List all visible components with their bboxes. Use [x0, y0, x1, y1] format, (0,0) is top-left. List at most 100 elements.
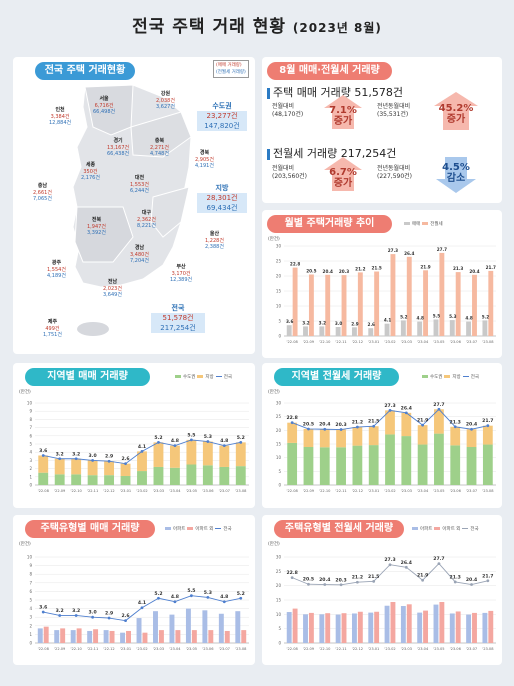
series-point-total: [388, 563, 392, 567]
data-label-total: 3.0: [89, 610, 97, 616]
x-tick-label: '22.12: [103, 489, 114, 493]
data-label-total: 5.2: [154, 435, 162, 441]
bar-local: [385, 410, 395, 435]
bar-capital: [417, 444, 428, 485]
bar-non-apartment: [175, 630, 181, 643]
bar-non-apartment: [126, 630, 131, 643]
bar-non-apartment: [241, 630, 247, 643]
bar-local: [368, 426, 379, 446]
bar-sale: [335, 327, 341, 336]
x-tick-label: '22.08: [287, 340, 299, 344]
region-label-gangwon: 강원 2,038건 3,627건: [156, 91, 175, 110]
bar-apartment: [433, 604, 439, 643]
data-label-total: 5.5: [187, 588, 195, 594]
bar-local: [235, 442, 246, 467]
bar-local: [153, 442, 164, 467]
bar-local: [319, 429, 330, 448]
data-label-jeonse: 20.4: [469, 269, 479, 274]
region-label-gyeongbuk: 경북 2,905건 4,191건: [195, 150, 214, 169]
series-point-total: [222, 444, 226, 448]
bar-non-apartment: [374, 611, 380, 643]
data-label-jeonse: 22.8: [290, 262, 300, 267]
y-tick-label: 30: [276, 244, 282, 249]
x-tick-label: '23.04: [417, 489, 429, 493]
monthly-chart-panel: 월별 주택거래량 추이 매매 전월세 (만건) 0 5 10 15 20 25 30 '22.0…: [262, 210, 502, 358]
data-label-total: 3.0: [89, 453, 97, 459]
series-point-total: [372, 424, 376, 428]
bar-non-apartment: [455, 611, 461, 643]
x-tick-label: '23.02: [136, 647, 147, 651]
data-label-total: 21.2: [352, 420, 363, 426]
capital-total-box: 수도권 23,277건 147,820건: [197, 101, 247, 131]
bar-jeonse: [390, 254, 396, 336]
series-point-total: [140, 606, 144, 610]
x-tick-label: '23.01: [120, 647, 131, 651]
bar-non-apartment: [43, 626, 49, 643]
x-tick-label: '23.01: [368, 340, 379, 344]
data-label-total: 26.4: [401, 560, 412, 566]
data-label-jeonse: 20.4: [323, 269, 333, 274]
bar-non-apartment: [357, 611, 363, 643]
data-label-sale: 3.2: [319, 320, 327, 325]
bar-capital: [303, 447, 314, 485]
data-label-total: 4.1: [138, 444, 146, 450]
series-point-total: [388, 408, 392, 412]
bar-sale: [368, 328, 374, 336]
x-tick-label: '22.11: [335, 489, 346, 493]
data-label-sale: 4.8: [465, 316, 473, 321]
x-tick-label: '23.02: [384, 489, 395, 493]
data-label-jeonse: 20.5: [306, 269, 316, 274]
x-tick-label: '22.11: [87, 489, 98, 493]
x-tick-label: '22.08: [38, 647, 50, 651]
x-tick-label: '22.08: [287, 647, 299, 651]
data-label-total: 22.8: [286, 570, 297, 576]
jeonse-mom-pct: 6.7% 증가: [329, 167, 357, 189]
x-tick-label: '22.09: [303, 340, 315, 344]
y-tick-label: 15: [276, 598, 282, 603]
bar-non-apartment: [292, 608, 298, 643]
sale-mom-label: 전월대비 (48,170건): [272, 103, 304, 118]
region-jeonse-unit: (만건): [268, 390, 280, 395]
series-point-total: [372, 579, 376, 583]
bar-local: [352, 427, 363, 446]
bar-jeonse: [341, 275, 347, 336]
y-tick-label: 15: [276, 442, 282, 447]
data-label-total: 20.5: [303, 577, 314, 583]
bar-capital: [368, 445, 379, 485]
region-sale-panel: 지역별 매매 거래량 수도권 지방 전국 (만건) 0 1 2 3 4 5 6 7 8 9 10 '22.…: [13, 363, 255, 508]
x-tick-label: '23.06: [450, 489, 462, 493]
bar-apartment: [286, 612, 292, 643]
y-tick-label: 0: [29, 483, 32, 488]
bar-apartment: [103, 630, 109, 643]
y-tick-label: 25: [276, 569, 282, 574]
region-label-busan: 부산 3,170건 12,389건: [170, 264, 193, 283]
series-point-total: [323, 583, 327, 586]
y-tick-label: 20: [276, 274, 282, 279]
type-jeonse-unit: (만건): [268, 542, 280, 547]
y-tick-label: 6: [29, 433, 32, 438]
y-tick-label: 1: [29, 632, 32, 637]
x-tick-label: '22.08: [38, 489, 50, 493]
y-tick-label: 10: [276, 612, 282, 617]
bar-apartment: [449, 613, 455, 643]
y-tick-label: 8: [29, 417, 32, 422]
data-label-jeonse: 21.7: [486, 265, 496, 270]
data-label-total: 4.8: [171, 438, 179, 444]
region-sale-unit: (만건): [19, 390, 31, 395]
bar-sale: [466, 321, 472, 336]
nation-total-box: 전국 51,578건 217,254건: [151, 303, 205, 333]
korea-map: [72, 84, 192, 336]
bar-local: [336, 429, 346, 448]
data-label-total: 3.6: [39, 605, 47, 611]
bar-non-apartment: [325, 613, 331, 643]
data-label-total: 3.2: [72, 451, 80, 457]
region-label-seoul: 서울 6,716건 66,498건: [93, 96, 116, 115]
data-label-jeonse: 27.3: [388, 248, 398, 253]
x-tick-label: '23.03: [153, 489, 164, 493]
x-tick-label: '23.08: [482, 340, 494, 344]
bar-local: [137, 451, 147, 472]
region-label-sejong: 세종 350건 2,176건: [81, 162, 100, 181]
data-label-total: 5.2: [154, 591, 162, 597]
bar-jeonse: [406, 256, 412, 336]
bar-capital: [352, 445, 363, 485]
